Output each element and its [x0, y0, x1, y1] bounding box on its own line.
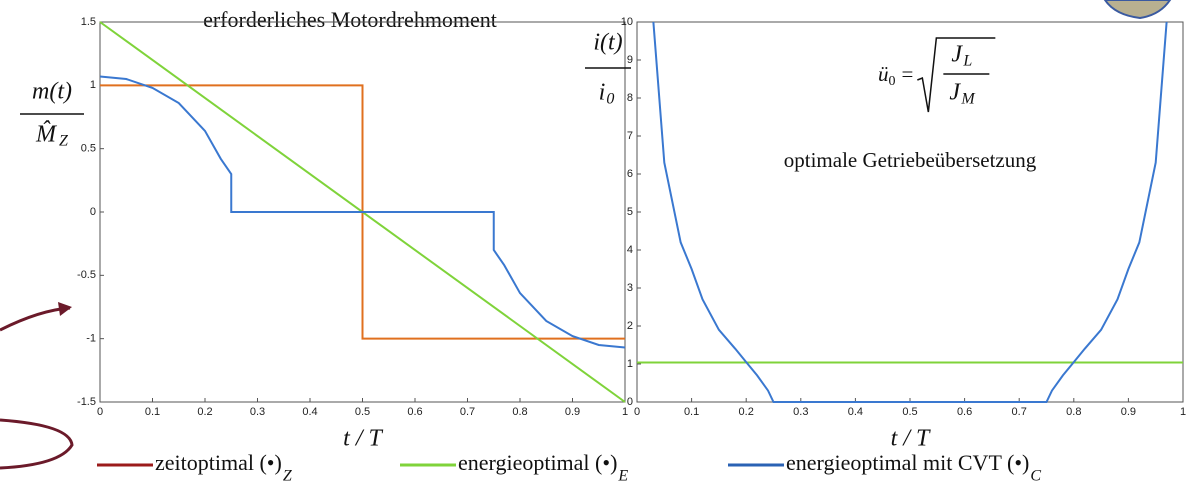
legend-subscript: Z: [283, 468, 293, 485]
x-tick-label: 0.9: [565, 406, 580, 418]
x-tick-label: 0: [97, 406, 103, 418]
coin-decoration: [1103, 0, 1172, 20]
y-tick-label: 1.5: [81, 16, 96, 28]
x-tick-label: 0.3: [250, 406, 265, 418]
x-tick-label: 0: [634, 406, 640, 418]
formula-eq: =: [902, 62, 914, 86]
series-line: [652, 21, 1168, 403]
y-tick-label: -1: [86, 333, 96, 345]
arrow-head: [58, 302, 72, 316]
x-tick-label: 0.8: [512, 406, 527, 418]
y-tick-label: 3: [627, 282, 633, 294]
x-tick-label: 0.7: [460, 406, 475, 418]
y-tick-label: 9: [627, 54, 633, 66]
y-tick-label: 1: [90, 79, 96, 91]
y-label-subscript: Z: [59, 133, 69, 150]
legend-label: energieoptimal mit CVT (•): [786, 450, 1029, 475]
chart-title: erforderliches Motordrehmoment: [203, 7, 497, 32]
sqrt-sign: [917, 37, 996, 113]
x-axis-label: t / T: [891, 426, 931, 452]
y-tick-label: 8: [627, 92, 633, 104]
formula-sub: 0: [889, 74, 896, 89]
legend-label: zeitoptimal (•): [155, 450, 282, 475]
annotation: optimale Getriebeübersetzung: [784, 148, 1037, 172]
x-tick-label: 0.1: [684, 406, 699, 418]
y-tick-label: 0: [627, 396, 633, 408]
y-label-numerator: i(t): [593, 30, 622, 56]
y-tick-label: 0: [90, 206, 96, 218]
formula-lhs: ü: [878, 62, 889, 86]
y-tick-label: 10: [621, 16, 633, 28]
x-tick-label: 0.9: [1121, 406, 1136, 418]
formula-den-sub: M: [960, 91, 976, 108]
y-tick-label: 7: [627, 130, 633, 142]
legend-subscript: C: [1030, 468, 1041, 485]
legend-subscript: E: [617, 468, 628, 485]
x-tick-label: 0.6: [957, 406, 972, 418]
y-tick-label: -1.5: [77, 396, 96, 408]
x-axis-label: t / T: [343, 426, 383, 452]
y-tick-label: 2: [627, 320, 633, 332]
x-tick-label: 0.6: [407, 406, 422, 418]
y-label-numerator: m(t): [32, 79, 72, 105]
y-label-denominator: i: [599, 80, 606, 106]
x-tick-label: 0.2: [197, 406, 212, 418]
formula-den: J: [949, 80, 961, 106]
y-tick-label: 0.5: [81, 143, 96, 155]
y-label-denominator: M̂: [35, 121, 58, 148]
x-tick-label: 0.5: [902, 406, 917, 418]
formula-num-sub: L: [962, 53, 972, 70]
x-tick-label: 0.5: [355, 406, 370, 418]
x-tick-label: 0.4: [848, 406, 863, 418]
x-tick-label: 0.8: [1066, 406, 1081, 418]
legend-label: energieoptimal (•): [458, 450, 617, 475]
y-tick-label: 1: [627, 358, 633, 370]
x-tick-label: 0.3: [793, 406, 808, 418]
x-tick-label: 0.1: [145, 406, 160, 418]
y-tick-label: 5: [627, 206, 633, 218]
ellipse-decoration: [0, 418, 74, 470]
series-line: [99, 75, 626, 349]
x-tick-label: 0.4: [302, 406, 317, 418]
x-tick-label: 1: [622, 406, 628, 418]
formula-num: J: [951, 42, 963, 68]
y-label-subscript: 0: [606, 91, 614, 108]
x-tick-label: 0.7: [1012, 406, 1027, 418]
x-tick-label: 1: [1180, 406, 1186, 418]
x-tick-label: 0.2: [739, 406, 754, 418]
y-tick-label: -0.5: [77, 269, 96, 281]
y-tick-label: 4: [627, 244, 633, 256]
y-tick-label: 6: [627, 168, 633, 180]
